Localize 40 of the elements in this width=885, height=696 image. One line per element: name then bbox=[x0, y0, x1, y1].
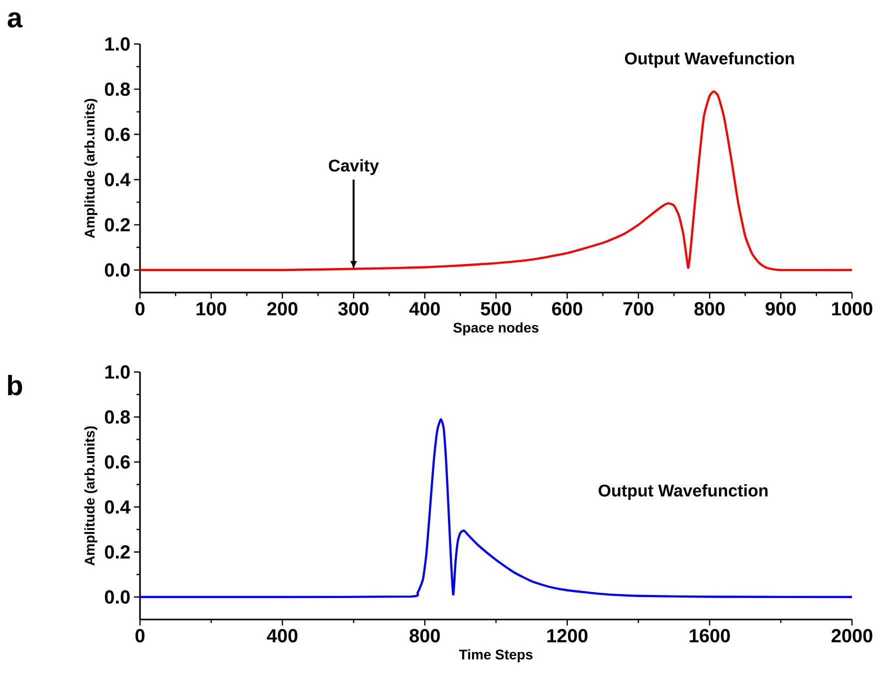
text: b bbox=[8, 374, 22, 396]
x-tick-label: 700 bbox=[623, 302, 654, 316]
y-axis-title: Amplitude (arb.units) bbox=[84, 426, 98, 566]
x-tick-label: 800 bbox=[694, 302, 725, 316]
annotation: Output Wavefunction bbox=[598, 484, 768, 500]
y-tick-label: 1.0 bbox=[105, 365, 130, 379]
text: a bbox=[8, 12, 23, 28]
y-tick-label: 0.6 bbox=[104, 128, 130, 142]
y-tick-label: 0.0 bbox=[104, 590, 130, 604]
x-tick-label: 1600 bbox=[690, 628, 730, 642]
x-tick-label: 200 bbox=[267, 302, 298, 316]
y-axis-title: Amplitude (arb.units) bbox=[84, 98, 98, 238]
y-tick-label: 0.2 bbox=[104, 545, 130, 559]
x-axis-title: Time Steps bbox=[459, 649, 533, 662]
y-tick-label: 0.8 bbox=[104, 82, 130, 96]
x-tick-label: 0 bbox=[135, 302, 144, 316]
x-tick-label: 100 bbox=[196, 302, 226, 316]
x-tick-label: 800 bbox=[410, 628, 440, 642]
x-tick-label: 900 bbox=[766, 302, 796, 316]
y-tick-label: 0.4 bbox=[104, 500, 130, 514]
y-tick-label: 0.6 bbox=[104, 455, 130, 469]
y-tick-label: 0.8 bbox=[104, 410, 130, 424]
x-tick-label: 500 bbox=[480, 302, 512, 316]
annotation: Cavity bbox=[328, 159, 379, 175]
x-tick-label: 1200 bbox=[547, 628, 588, 642]
line-series bbox=[138, 418, 854, 598]
x-tick-label: 1000 bbox=[832, 302, 872, 316]
x-tick-label: 400 bbox=[409, 302, 440, 316]
x-tick-label: 400 bbox=[266, 628, 298, 642]
y-tick-label: 0.2 bbox=[104, 218, 130, 232]
y-tick-label: 0.0 bbox=[104, 263, 130, 277]
x-tick-label: 300 bbox=[338, 302, 369, 316]
x-tick-label: 0 bbox=[135, 628, 144, 642]
x-tick-label: 600 bbox=[552, 302, 582, 316]
line-series bbox=[138, 90, 854, 272]
y-tick-label: 1.0 bbox=[105, 37, 130, 51]
x-axis-title: Space nodes bbox=[453, 322, 538, 336]
annotation: Output Wavefunction bbox=[624, 52, 794, 68]
y-tick-label: 0.4 bbox=[104, 172, 130, 186]
x-tick-label: 2000 bbox=[832, 628, 872, 642]
